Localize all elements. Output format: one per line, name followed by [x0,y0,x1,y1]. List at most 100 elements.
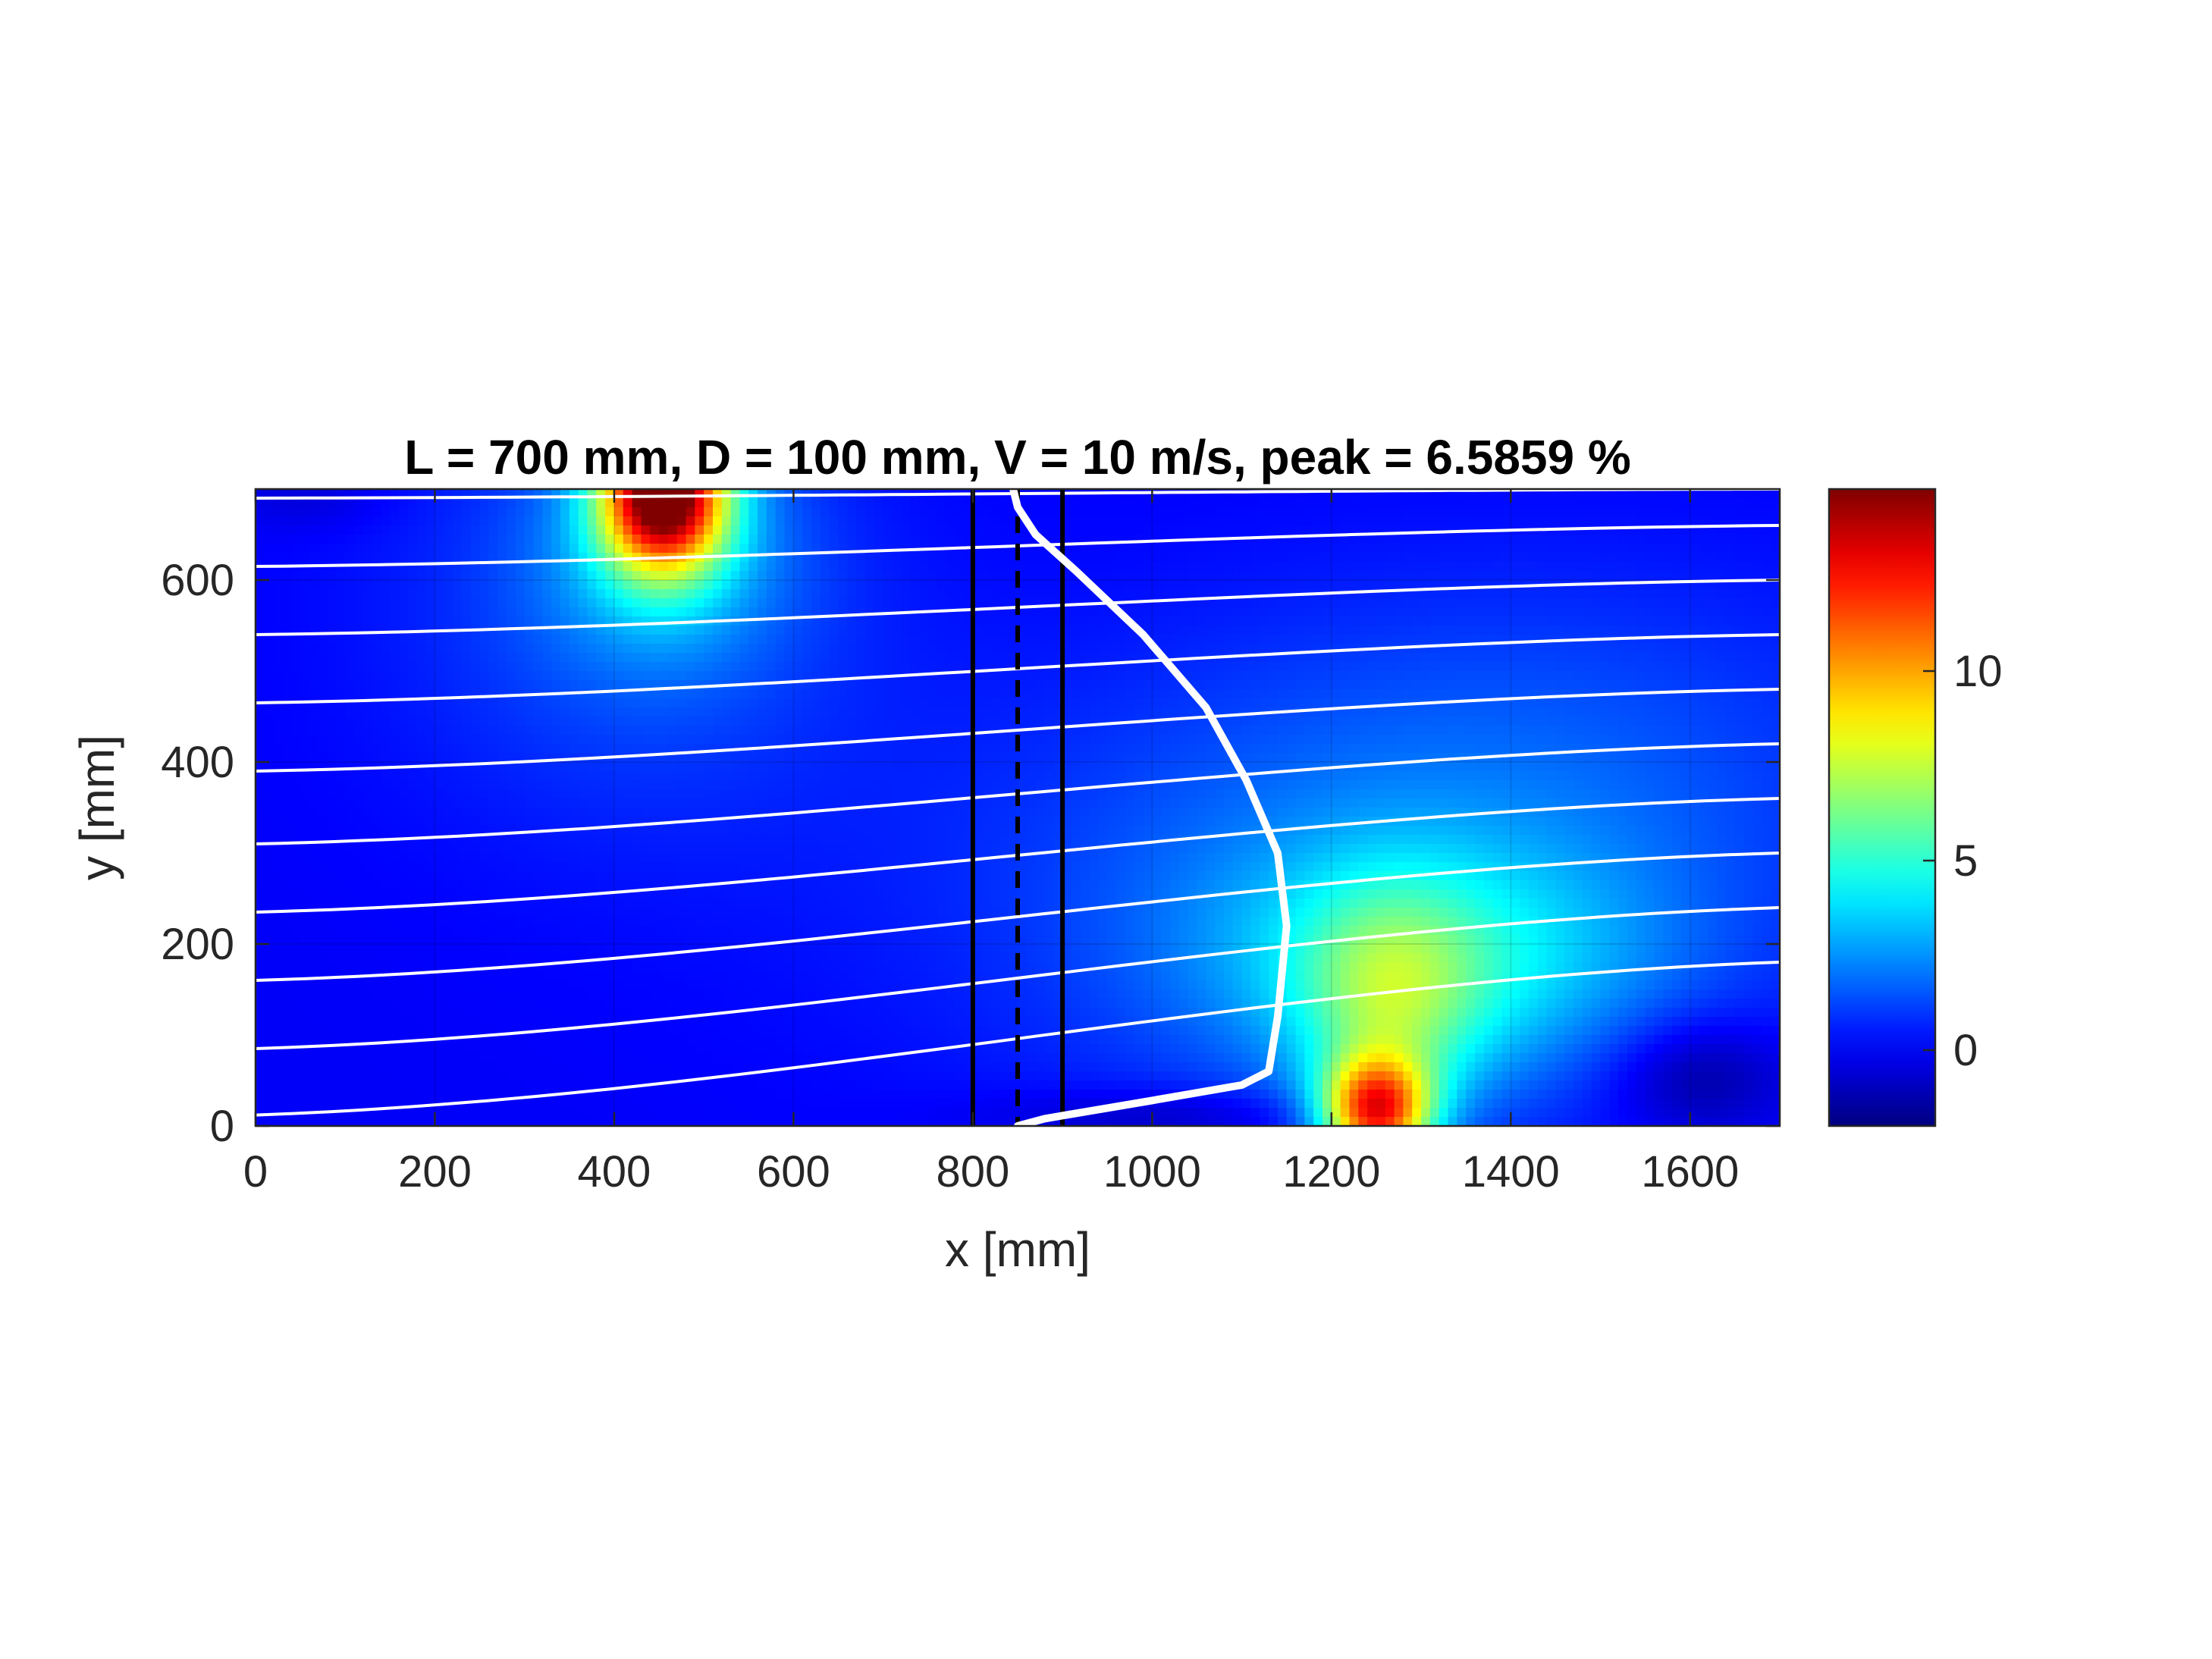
heatmap-cell [1501,544,1511,554]
heatmap-cell [1331,562,1341,572]
heatmap-cell [1726,607,1736,617]
heatmap-cell [1466,726,1476,735]
heatmap-cell [1708,662,1718,672]
heatmap-cell [596,516,606,526]
heatmap-cell [497,598,507,608]
heatmap-cell [820,589,830,599]
heatmap-cell [282,744,292,754]
heatmap-cell [1385,680,1395,690]
heatmap-cell [1197,644,1206,654]
heatmap-cell [730,589,741,599]
heatmap-cell [390,653,400,663]
heatmap-cell [1018,589,1028,599]
heatmap-cell [1492,507,1503,517]
heatmap-cell [309,753,319,763]
heatmap-cell [1762,671,1771,681]
heatmap-cell [1654,544,1664,554]
heatmap-cell [1367,726,1377,735]
heatmap-cell [721,525,732,535]
heatmap-cell [1304,553,1314,563]
heatmap-cell [758,507,767,517]
heatmap-cell [1277,735,1288,745]
heatmap-cell [865,653,875,663]
heatmap-cell [515,744,526,754]
heatmap-cell [479,525,490,535]
heatmap-cell [775,735,786,745]
heatmap-cell [1376,580,1386,590]
heatmap-cell [1501,689,1511,699]
heatmap-cell [775,644,786,654]
heatmap-cell [1197,626,1206,635]
heatmap-cell [1178,698,1189,708]
heatmap-cell [1743,507,1754,517]
heatmap-cell [1080,717,1090,726]
heatmap-cell [883,553,893,563]
heatmap-cell [354,607,364,617]
heatmap-cell [1197,489,1206,499]
heatmap-cell [1609,662,1619,672]
heatmap-cell [273,644,284,654]
heatmap-cell [1752,626,1762,635]
heatmap-cell [1080,544,1090,554]
heatmap-cell [282,553,292,563]
heatmap-cell [560,735,570,745]
heatmap-cell [354,498,364,508]
heatmap-cell [955,589,965,599]
heatmap-cell [1152,507,1162,517]
heatmap-cell [1250,717,1260,726]
heatmap-cell [425,726,436,735]
heatmap-cell [1627,717,1637,726]
heatmap-cell [1215,571,1225,581]
heatmap-cell [713,507,723,517]
heatmap-cell [1322,671,1332,681]
heatmap-cell [901,507,911,517]
heatmap-cell [1645,735,1655,745]
heatmap-cell [1349,662,1359,672]
heatmap-cell [1483,535,1494,544]
heatmap-cell [1627,507,1637,517]
heatmap-cell [1618,589,1628,599]
heatmap-cell [1618,553,1628,563]
heatmap-cell [1466,516,1476,526]
heatmap-cell [758,644,767,654]
heatmap-cell [1322,662,1332,672]
heatmap-cell [1743,671,1754,681]
heatmap-cell [470,589,481,599]
heatmap-cell [632,689,642,699]
heatmap-cell [1609,698,1619,708]
heatmap-cell [1250,744,1260,754]
heatmap-cell [1143,735,1153,745]
heatmap-cell [1260,717,1269,726]
heatmap-cell [327,589,337,599]
heatmap-cell [587,726,597,735]
heatmap-cell [291,516,301,526]
heatmap-cell [605,653,615,663]
heatmap-cell [981,653,992,663]
heatmap-cell [390,753,400,763]
heatmap-cell [1627,726,1637,735]
heatmap-cell [1483,735,1494,745]
heatmap-cell [372,635,382,644]
heatmap-cell [1295,653,1305,663]
heatmap-cell [1089,671,1100,681]
heatmap-cell [659,589,669,599]
heatmap-cell [256,616,265,626]
heatmap-cell [1349,653,1359,663]
heatmap-cell [336,689,346,699]
heatmap-cell [354,744,364,754]
heatmap-cell [623,626,633,635]
heatmap-cell [676,498,687,508]
heatmap-cell [435,589,444,599]
heatmap-cell [955,653,965,663]
heatmap-cell [408,635,418,644]
heatmap-cell [479,544,490,554]
heatmap-cell [758,735,767,745]
heatmap-cell [613,589,624,599]
heatmap-cell [676,662,687,672]
heatmap-cell [1421,707,1431,717]
heatmap-cell [1277,689,1288,699]
heatmap-cell [1627,535,1637,544]
heatmap-cell [515,498,526,508]
heatmap-cell [1609,653,1619,663]
heatmap-cell [704,726,714,735]
